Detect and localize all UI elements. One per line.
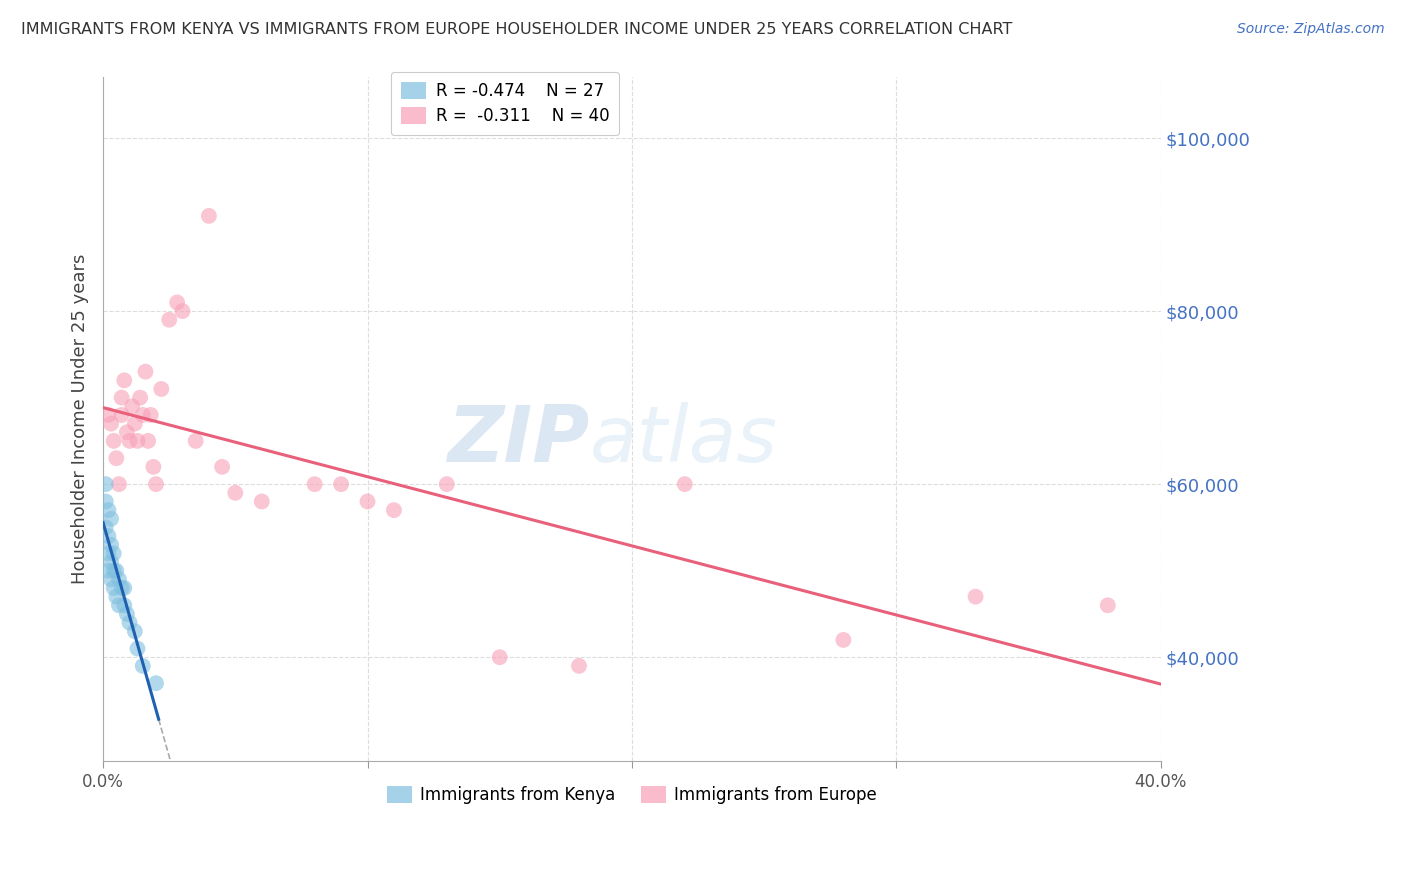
Point — [105, 451, 128, 466]
Point — [129, 391, 152, 405]
Point — [103, 581, 125, 595]
Point — [103, 434, 125, 448]
Point — [103, 564, 125, 578]
Point — [127, 434, 149, 448]
Point — [142, 459, 165, 474]
Point — [94, 494, 117, 508]
Point — [115, 607, 138, 621]
Point — [134, 365, 156, 379]
Point — [965, 590, 987, 604]
Point — [97, 546, 120, 560]
Point — [108, 572, 131, 586]
Point — [105, 590, 128, 604]
Point — [488, 650, 510, 665]
Point — [150, 382, 173, 396]
Point — [382, 503, 405, 517]
Point — [108, 477, 131, 491]
Point — [94, 477, 117, 491]
Point — [97, 564, 120, 578]
Point — [118, 615, 141, 630]
Text: atlas: atlas — [589, 401, 778, 478]
Point — [118, 434, 141, 448]
Point — [100, 538, 122, 552]
Point — [139, 408, 162, 422]
Text: IMMIGRANTS FROM KENYA VS IMMIGRANTS FROM EUROPE HOUSEHOLDER INCOME UNDER 25 YEAR: IMMIGRANTS FROM KENYA VS IMMIGRANTS FROM… — [21, 22, 1012, 37]
Point — [111, 581, 134, 595]
Point — [111, 408, 134, 422]
Legend: Immigrants from Kenya, Immigrants from Europe: Immigrants from Kenya, Immigrants from E… — [377, 776, 887, 814]
Point — [97, 503, 120, 517]
Point — [132, 408, 155, 422]
Point — [100, 572, 122, 586]
Point — [115, 425, 138, 440]
Point — [136, 434, 159, 448]
Point — [112, 581, 135, 595]
Y-axis label: Householder Income Under 25 years: Householder Income Under 25 years — [72, 254, 89, 584]
Point — [100, 512, 122, 526]
Point — [330, 477, 353, 491]
Point — [124, 624, 146, 639]
Point — [250, 494, 273, 508]
Point — [121, 399, 143, 413]
Point — [112, 599, 135, 613]
Point — [100, 417, 122, 431]
Point — [832, 632, 855, 647]
Point — [132, 659, 155, 673]
Point — [100, 555, 122, 569]
Point — [1097, 599, 1119, 613]
Point — [436, 477, 458, 491]
Text: Source: ZipAtlas.com: Source: ZipAtlas.com — [1237, 22, 1385, 37]
Text: ZIP: ZIP — [447, 401, 589, 478]
Point — [111, 391, 134, 405]
Point — [673, 477, 696, 491]
Point — [94, 520, 117, 534]
Point — [166, 295, 188, 310]
Point — [97, 529, 120, 543]
Point — [105, 564, 128, 578]
Point — [304, 477, 326, 491]
Point — [108, 599, 131, 613]
Point — [145, 477, 167, 491]
Point — [112, 373, 135, 387]
Point — [568, 659, 591, 673]
Point — [127, 641, 149, 656]
Point — [172, 304, 194, 318]
Point — [97, 408, 120, 422]
Point — [145, 676, 167, 690]
Point — [224, 485, 246, 500]
Point — [157, 312, 180, 326]
Point — [184, 434, 207, 448]
Point — [103, 546, 125, 560]
Point — [356, 494, 378, 508]
Point — [198, 209, 221, 223]
Point — [124, 417, 146, 431]
Point — [211, 459, 233, 474]
